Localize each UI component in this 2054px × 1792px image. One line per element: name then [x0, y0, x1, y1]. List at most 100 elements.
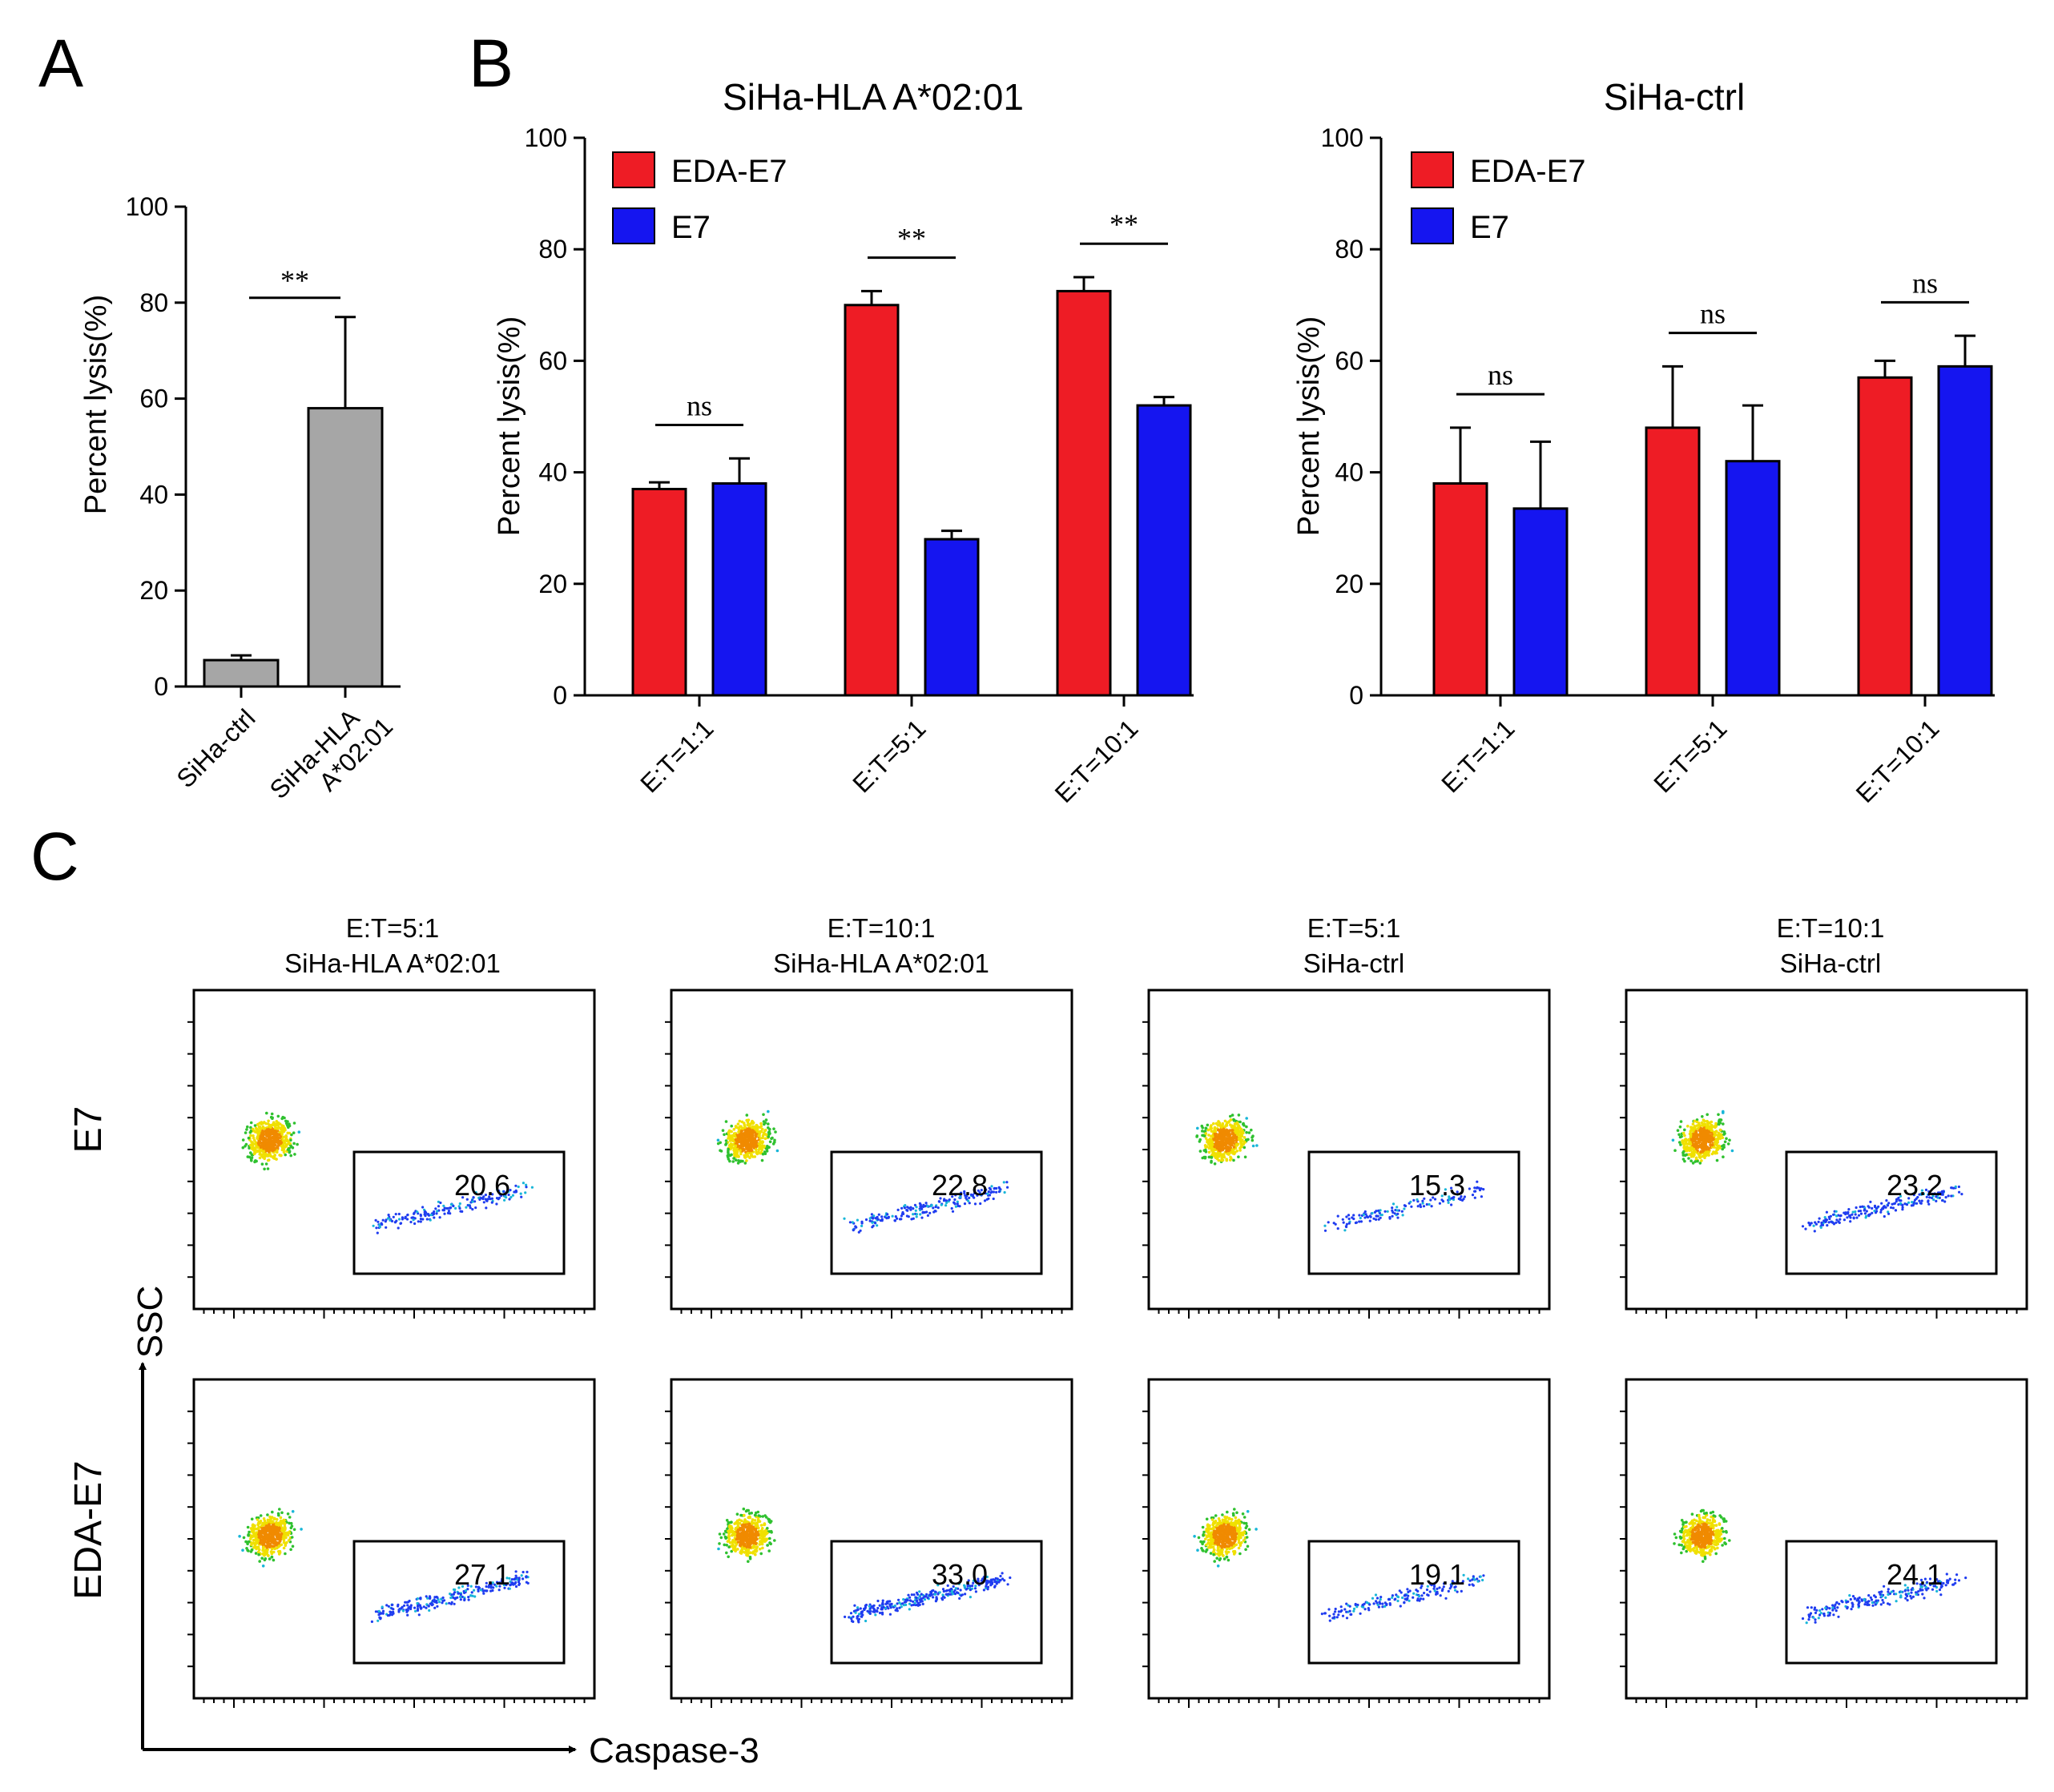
flow-plot-eda-e7-1-event [407, 1607, 410, 1610]
flow-plot-e7-1-event [256, 1133, 260, 1136]
flow-plot-e7-2-event [992, 1197, 995, 1201]
flow-plot-e7-2-event [880, 1218, 884, 1221]
flow-plot-e7-4-event [1830, 1220, 1833, 1223]
flow-plot-eda-e7-1-event [453, 1591, 457, 1594]
flow-plot-eda-e7-2-event [868, 1605, 871, 1608]
flow-plot-e7-2-event [719, 1150, 723, 1153]
bar-e7-e-t-1-1 [1512, 507, 1569, 697]
x-label-e-t-1-1-line-1: E:T=1:1 [634, 714, 719, 798]
flow-plot-e7-1-event [284, 1119, 288, 1123]
flow-plot-e7-4-event [1801, 1225, 1805, 1228]
flow-plot-e7-3-event [1391, 1202, 1396, 1206]
flow-plot-e7-2-event [915, 1206, 918, 1209]
flow-plot-e7-3-event [1323, 1229, 1327, 1232]
flow-plot-e7-3-event [1204, 1126, 1207, 1130]
flow-plot-eda-e7-2-event [936, 1593, 940, 1596]
flow-plot-e7-2-event [989, 1191, 993, 1194]
flow-plot-e7-1-event [442, 1209, 446, 1212]
flow-plot-eda-e7-1-event [259, 1514, 263, 1517]
flow-plot-e7-3-event [1410, 1205, 1413, 1208]
flow-plot-e7-4-event [1835, 1210, 1838, 1213]
flow-plot-e7-4-event [1690, 1126, 1694, 1130]
flow-plot-eda-e7-1-event [370, 1620, 373, 1623]
flow-plot-e7-3-event [1396, 1216, 1400, 1219]
flow-plot-e7-2-event [857, 1230, 860, 1234]
flow-plot-e7-3-event [1232, 1119, 1236, 1122]
flow-plot-e7-3-event [1214, 1142, 1217, 1146]
chart-b1-title: SiHa-HLA A*02:01 [723, 76, 1024, 118]
flow-plot-e7-2-event [766, 1145, 769, 1148]
flow-plot-e7-1-event [461, 1196, 465, 1199]
flow-plot-e7-2-event [876, 1218, 880, 1221]
flow-plot-e7-1-event [262, 1150, 266, 1153]
flow-plot-e7-2-event [771, 1136, 774, 1140]
flow-plot-e7-1-event [276, 1149, 279, 1152]
flow-plot-eda-e7-2-event [735, 1522, 739, 1525]
flow-plot-e7-2-event [745, 1159, 748, 1162]
chart-b2-legend: EDA-E7 E7 [1411, 151, 1586, 245]
flow-plot-e7-3-event [1221, 1148, 1225, 1152]
flow-plot-eda-e7-1-event [276, 1512, 280, 1516]
flow-plot-eda-e7-1-event [390, 1613, 394, 1617]
flow-plot-e7-4-event [1698, 1134, 1702, 1138]
flow-plot-e7-1-event [498, 1193, 501, 1196]
flow-plot-eda-e7-1-event [277, 1545, 280, 1548]
flow-plot-e7-2-event [926, 1205, 929, 1208]
flow-plot-e7-3-event [1255, 1144, 1259, 1147]
flow-plot-e7-3-event [1238, 1120, 1242, 1124]
significance-label-e-t-1-1: ns [1488, 359, 1513, 391]
flow-plot-e7-2-event [759, 1130, 762, 1134]
flow-plot-e7-2-event [764, 1147, 768, 1150]
flow-plot-e7-1-event [503, 1194, 506, 1198]
flow-plot-e7-4-event [1702, 1142, 1705, 1146]
flow-plot-e7-2-event [737, 1159, 740, 1162]
flow-plot-e7-1-event [517, 1185, 520, 1189]
flow-plot-e7-3-event [1214, 1122, 1218, 1126]
flow-plot-eda-e7-1-event [400, 1607, 403, 1610]
flow-plot-e7-4-event [1701, 1123, 1704, 1127]
flow-plot-e7-3-event [1242, 1136, 1246, 1139]
chart-b2-title: SiHa-ctrl [1604, 76, 1745, 118]
flow-plot-e7-4-event [1907, 1201, 1911, 1204]
flow-plot-e7-4-event [1835, 1214, 1839, 1218]
flow-plot-e7-4-event [1855, 1216, 1859, 1219]
flow-plot-e7-4-event [1715, 1158, 1719, 1162]
flow-plot-e7-3-event [1332, 1222, 1335, 1225]
flow-plot-e7-4-event [1723, 1140, 1727, 1144]
flow-plot-e7-3-event [1243, 1155, 1247, 1159]
flow-plot-e7-1-event [433, 1216, 436, 1219]
flow-plot-eda-e7-2-event [844, 1615, 847, 1618]
flow-plot-eda-e7-1-event [397, 1609, 401, 1612]
flow-plot-eda-e7-1-event [433, 1606, 437, 1609]
flow-plot-e7-2-event [773, 1140, 776, 1144]
flow-plot-e7-1-event [413, 1217, 417, 1220]
flow-plot-eda-e7-1-event [260, 1538, 264, 1541]
flow-plot-e7-4-event [1684, 1138, 1688, 1141]
flow-plot-eda-e7-1-event [275, 1518, 279, 1521]
flow-plot-eda-e7-2-event [763, 1523, 766, 1527]
flow-plot-e7-2-event [745, 1113, 749, 1117]
flow-plot-e7-2-event [748, 1151, 752, 1155]
flow-plot-eda-e7-1-event [436, 1605, 439, 1608]
flow-plot-eda-e7-2-event [950, 1590, 953, 1593]
flow-plot-e7-3-event [1219, 1158, 1223, 1162]
flow-plot-e7-1-event [276, 1114, 280, 1118]
flow-plot-eda-e7-2-event [731, 1546, 735, 1550]
flow-plot-e7-2-event [1005, 1181, 1009, 1184]
flow-plot-eda-e7-1-event [427, 1605, 430, 1608]
flow-plot-e7-4-event [1704, 1130, 1708, 1134]
flow-plot-e7-3-event [1430, 1205, 1433, 1208]
flow-plot-e7-1-event [469, 1206, 472, 1210]
legend-swatch-eda-e7 [612, 151, 655, 188]
flow-plot-e7-1-event [522, 1182, 526, 1185]
chart-b2-ylabel: Percent lysis(%) [1292, 316, 1326, 537]
flow-plot-eda-e7-2-event [764, 1516, 768, 1519]
flow-plot-eda-e7-2-event [717, 1547, 720, 1551]
flow-plot-e7-2-event [759, 1151, 762, 1155]
x-label-e-t-5-1-line-1: E:T=5:1 [1648, 714, 1732, 798]
flow-plot-eda-e7-2-event [904, 1603, 908, 1606]
flow-plot-eda-e7-2-event [923, 1595, 926, 1598]
flow-plot-e7-1-event [484, 1198, 487, 1201]
flow-plot-e7-1-event [280, 1141, 284, 1145]
flow-plot-e7-3-event [1386, 1210, 1389, 1213]
